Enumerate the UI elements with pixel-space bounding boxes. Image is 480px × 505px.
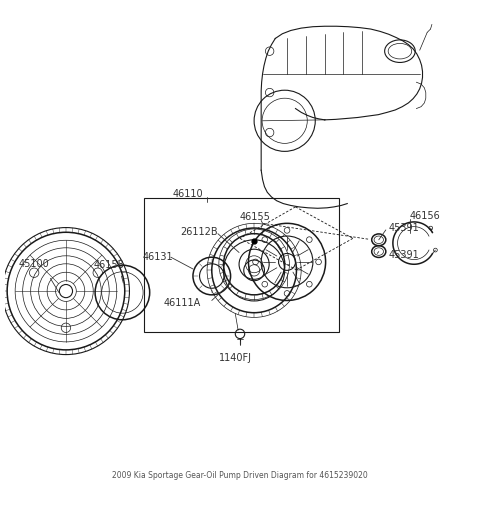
Text: 45100: 45100: [19, 259, 49, 269]
Text: 46158: 46158: [93, 260, 124, 270]
Text: 1140FJ: 1140FJ: [219, 354, 252, 363]
Text: 46156: 46156: [409, 211, 440, 221]
Text: 46111A: 46111A: [164, 298, 201, 308]
Text: 45391: 45391: [388, 250, 419, 260]
Text: 45391: 45391: [388, 223, 419, 233]
Bar: [144, 198, 339, 332]
Text: 46155: 46155: [240, 212, 271, 222]
Text: 46131: 46131: [143, 252, 173, 262]
Text: 46110: 46110: [173, 189, 204, 199]
Text: 26112B: 26112B: [180, 227, 217, 237]
Text: 2009 Kia Sportage Gear-Oil Pump Driven Diagram for 4615239020: 2009 Kia Sportage Gear-Oil Pump Driven D…: [112, 472, 368, 480]
